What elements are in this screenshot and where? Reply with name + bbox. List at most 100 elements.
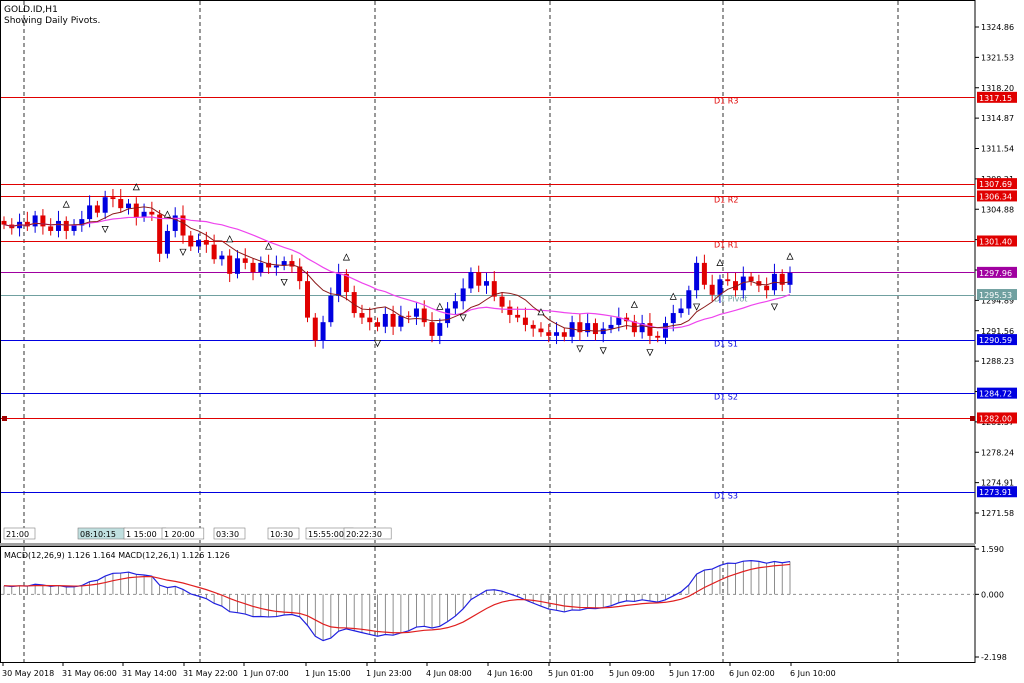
candle-body [733,281,739,291]
candle-body [48,226,54,231]
fractal-up-arrow [163,210,171,218]
price-label: 1284.72 [979,390,1012,399]
chart-subtitle: Showing Daily Pivots. [4,16,100,26]
price-label: 1290.59 [979,336,1012,345]
candle-body [87,205,93,220]
price-tick-label: 1271.58 [981,509,1014,518]
candle-body [546,332,552,336]
candle-body [670,313,676,324]
fractal-down-arrow [770,303,779,311]
time-label: 31 May 22:00 [183,669,238,678]
candle-body [336,273,342,296]
time-label: 30 May 2018 [2,669,54,678]
session-label: 20:22:30 [346,530,382,539]
pivot-label: D1 R3 [714,97,738,106]
candle-body [709,284,715,295]
price-label: 1295.53 [979,291,1012,300]
candle-body [157,214,163,254]
pivot-label: D1 S1 [714,340,738,349]
candle-body [305,281,311,318]
candle-body [196,240,202,247]
candle-body [468,272,474,289]
line-marker [2,416,7,421]
candle-body [569,322,575,337]
fractal-down-arrow [599,347,607,355]
candle-body [756,281,762,286]
macd-tick-label: 0.000 [981,590,1004,599]
candle-body [748,276,754,282]
fractal-down-arrow [373,340,382,348]
candle-body [382,313,388,327]
fractal-down-arrow [459,314,467,322]
candle-body [273,265,279,268]
candle-body [203,240,209,245]
candle-body [616,317,622,325]
price-tick-label: 1274.91 [981,479,1014,488]
candle-body [577,322,583,333]
session-label-box [267,527,300,540]
macd-signal-line [3,563,791,634]
pivot-label: D1 Pivot [714,295,747,304]
candle-body [694,262,700,291]
candle-body [242,258,248,263]
fractal-down-arrow [101,226,109,234]
candle-body [55,220,61,231]
candle-body [740,276,746,291]
macd-frame [0,546,976,663]
time-label: 31 May 06:00 [62,669,117,678]
fractal-up-arrow [342,253,350,261]
fractal-up-arrow [630,300,638,308]
line-marker [970,416,975,421]
candle-body [102,197,108,213]
price-tick-label: 1311.54 [981,145,1014,154]
candle-body [79,219,85,226]
price-label-box [977,190,1017,202]
candle-body [94,205,100,213]
time-label: 4 Jun 16:00 [487,669,533,678]
candle-body [211,244,217,260]
candle-body [554,332,560,336]
session-label: 03:30 [216,530,239,539]
candle-body [320,322,326,341]
candle-body [351,292,357,314]
pivot-label: D1 S3 [714,492,738,501]
price-label-box [977,412,1017,424]
session-label: 1 20:00 [164,530,195,539]
session-label-box [161,527,205,540]
candle-body [445,308,451,324]
candle-body [764,285,770,291]
fractal-up-arrow [669,292,677,300]
candle-body [258,262,264,273]
candle-body [678,308,684,314]
pivot-label: D1 R1 [714,241,738,250]
chart-symbol: GOLD.ID,H1 [4,5,58,15]
price-tick-label: 1318.20 [981,84,1014,93]
candle-body [281,261,287,266]
candle-body [227,255,233,274]
time-label: 31 May 14:00 [122,669,177,678]
candle-body [413,308,419,317]
candle-body [686,290,692,309]
candle-body [608,324,614,329]
candle-body [639,323,645,333]
candle-body [483,281,489,286]
candle-body [359,313,365,318]
price-tick-label: 1288.23 [981,357,1014,366]
price-label: 1282.00 [979,414,1012,423]
price-label: 1317.15 [979,94,1012,103]
candle-body [312,317,318,341]
candle-body [234,258,240,274]
candle-body [398,315,404,327]
time-label: 6 Jun 02:00 [729,669,775,678]
fractal-down-arrow [280,278,288,287]
price-tick-label: 1278.24 [981,448,1014,457]
candle-body [343,273,349,293]
candle-body [118,199,124,209]
time-label: 1 Jun 07:00 [243,669,289,678]
session-label: 10:30 [270,530,293,539]
candle-body [141,211,147,218]
candle-body [375,322,381,327]
candle-body [655,335,661,338]
candle-body [429,322,435,336]
fractal-up-arrow [537,308,545,316]
